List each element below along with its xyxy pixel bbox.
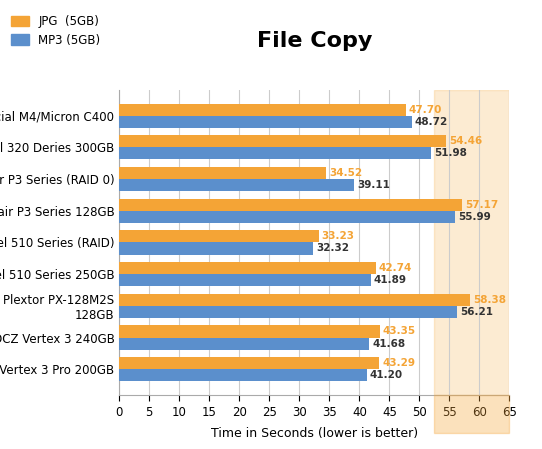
Bar [119,211,455,223]
Bar [119,104,405,116]
Text: 41.68: 41.68 [372,339,405,348]
Text: 47.70: 47.70 [409,105,442,114]
Bar [119,135,446,147]
Bar [119,357,379,369]
Bar [119,294,470,306]
Bar [119,116,412,128]
Bar [119,230,319,242]
X-axis label: Time in Seconds (lower is better): Time in Seconds (lower is better) [211,427,418,440]
Bar [119,167,326,179]
Text: 55.99: 55.99 [459,212,491,222]
Bar [435,90,509,395]
Legend: JPG  (5GB), MP3 (5GB): JPG (5GB), MP3 (5GB) [11,15,101,47]
Text: 56.21: 56.21 [460,307,493,317]
Text: 57.17: 57.17 [466,200,499,210]
Text: 32.32: 32.32 [317,243,349,254]
Text: 39.11: 39.11 [357,180,390,190]
Bar [119,242,313,255]
Text: 51.98: 51.98 [434,149,467,158]
Text: 43.29: 43.29 [382,358,415,368]
Text: 34.52: 34.52 [330,168,363,178]
Bar [119,338,370,350]
Bar [119,199,462,211]
Bar [119,274,371,286]
Text: 48.72: 48.72 [415,117,448,127]
Text: 42.74: 42.74 [379,263,412,273]
Bar [119,262,376,274]
Text: 54.46: 54.46 [449,136,482,146]
Text: 41.89: 41.89 [374,275,406,285]
Text: File Copy: File Copy [257,31,372,52]
Bar [119,326,379,338]
Bar [119,306,457,318]
Text: 58.38: 58.38 [473,295,506,305]
Bar [119,147,431,159]
Text: 43.35: 43.35 [383,326,416,336]
Text: 41.20: 41.20 [370,370,403,380]
Bar [119,179,354,191]
Bar [119,369,366,381]
Text: 33.23: 33.23 [322,231,355,242]
